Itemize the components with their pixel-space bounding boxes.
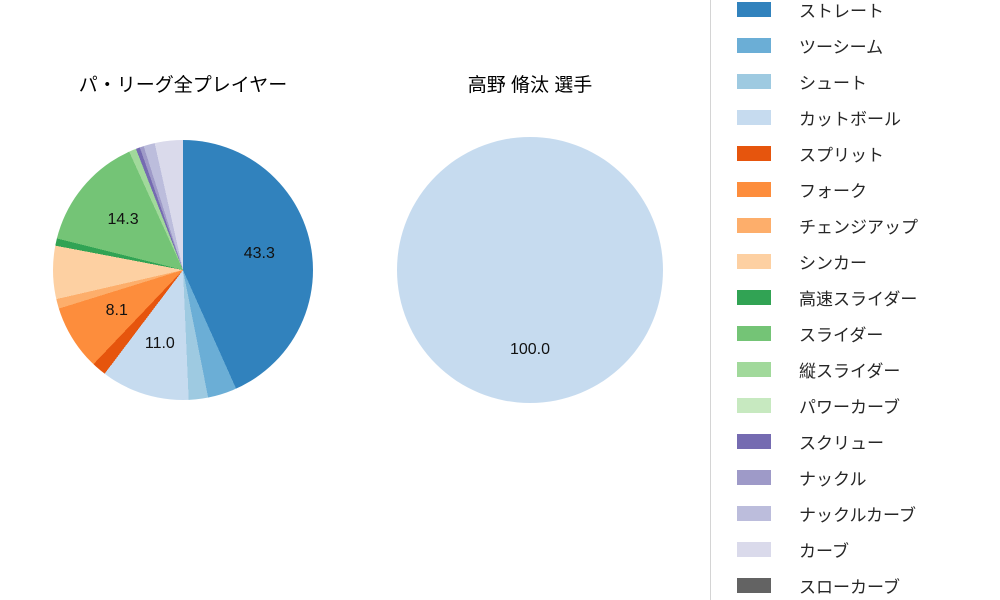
legend-label: 高速スライダー — [799, 289, 918, 309]
legend-swatch — [737, 181, 771, 197]
legend-swatch — [737, 469, 771, 485]
pitch-type-legend: ストレートツーシームシュートカットボール スプリットフォークチェンジアップ シンカー… — [710, 0, 1000, 600]
legend-item: パワーカーブ — [737, 387, 1000, 423]
legend-item: スプリット — [737, 135, 1000, 171]
legend-label: スローカーブ — [799, 577, 900, 597]
legend-item: スクリュー — [737, 423, 1000, 459]
legend-label: ツーシーム — [799, 37, 884, 57]
legend-label: カーブ — [799, 541, 849, 561]
pie-slice-label: 100.0 — [509, 340, 551, 358]
legend-swatch — [737, 73, 771, 89]
legend-item: ストレート — [737, 0, 1000, 27]
legend-label: ナックルカーブ — [799, 505, 916, 525]
legend-label: フォーク — [799, 181, 867, 201]
player-pie-chart: 高野 脩汰 選手 100.0 — [380, 70, 680, 403]
legend-swatch — [737, 541, 771, 557]
legend-label: スプリット — [799, 145, 884, 165]
legend-swatch — [737, 109, 771, 125]
legend-item: スローカーブ — [737, 567, 1000, 600]
legend-label: チェンジアップ — [799, 217, 918, 237]
legend-item: チェンジアップ — [737, 207, 1000, 243]
league-pie-chart: パ・リーグ全プレイヤー 43.3 11.0 8.1 14.3 — [33, 70, 333, 400]
legend-swatch — [737, 253, 771, 269]
legend-label: シンカー — [799, 253, 867, 273]
legend-label: シュート — [799, 73, 867, 93]
legend-item: シュート — [737, 63, 1000, 99]
legend-label: 縦スライダー — [799, 361, 901, 381]
legend-list: ストレートツーシームシュートカットボール スプリットフォークチェンジアップ シンカー… — [737, 0, 1000, 600]
legend-item: ナックル — [737, 459, 1000, 495]
legend-swatch — [737, 361, 771, 377]
legend-swatch — [737, 397, 771, 413]
legend-item: フォーク — [737, 171, 1000, 207]
chart-title-player: 高野 脩汰 選手 — [467, 75, 593, 96]
legend-swatch — [737, 433, 771, 449]
legend-swatch — [737, 505, 771, 521]
league-pie: 43.3 11.0 8.1 14.3 — [53, 140, 313, 400]
legend-item: 縦スライダー — [737, 351, 1000, 387]
legend-swatch — [737, 145, 771, 161]
legend-swatch — [737, 325, 771, 341]
legend-item: シンカー — [737, 243, 1000, 279]
pie-slice-label: 8.1 — [105, 302, 128, 320]
legend-item: スライダー — [737, 315, 1000, 351]
legend-item: カーブ — [737, 531, 1000, 567]
legend-label: カットボール — [799, 109, 901, 129]
player-pie: 100.0 — [397, 137, 663, 403]
legend-label: ナックル — [799, 469, 867, 489]
legend-label: スライダー — [799, 325, 884, 345]
legend-swatch — [737, 577, 771, 593]
legend-item: ナックルカーブ — [737, 495, 1000, 531]
legend-swatch — [737, 217, 771, 233]
legend-label: スクリュー — [799, 433, 884, 453]
legend-label: パワーカーブ — [799, 397, 900, 417]
legend-item: カットボール — [737, 99, 1000, 135]
legend-swatch — [737, 37, 771, 53]
pie-slice-label: 11.0 — [144, 335, 175, 353]
legend-item: 高速スライダー — [737, 279, 1000, 315]
legend-swatch — [737, 289, 771, 305]
legend-swatch — [737, 1, 771, 17]
legend-label: ストレート — [799, 1, 884, 21]
pie-slice-label: 43.3 — [243, 244, 275, 262]
legend-item: ツーシーム — [737, 27, 1000, 63]
pie-slice-label: 14.3 — [107, 211, 139, 229]
chart-title-league: パ・リーグ全プレイヤー — [78, 75, 288, 96]
